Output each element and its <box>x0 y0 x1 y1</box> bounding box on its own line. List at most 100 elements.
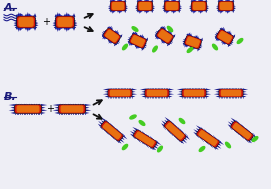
Polygon shape <box>204 97 205 98</box>
Polygon shape <box>179 91 182 93</box>
Polygon shape <box>130 97 131 98</box>
Polygon shape <box>178 128 179 129</box>
Polygon shape <box>144 44 147 46</box>
Polygon shape <box>233 4 235 6</box>
Polygon shape <box>143 133 144 134</box>
Polygon shape <box>132 43 134 45</box>
Polygon shape <box>9 104 15 106</box>
Polygon shape <box>105 130 106 131</box>
Polygon shape <box>217 9 219 11</box>
Polygon shape <box>187 97 188 98</box>
Polygon shape <box>232 122 252 140</box>
Polygon shape <box>155 143 159 146</box>
Polygon shape <box>169 32 172 35</box>
Polygon shape <box>11 112 15 114</box>
Polygon shape <box>201 97 202 98</box>
Polygon shape <box>215 96 219 97</box>
Polygon shape <box>32 15 34 17</box>
Polygon shape <box>67 13 70 17</box>
Polygon shape <box>101 121 122 141</box>
Polygon shape <box>200 39 202 40</box>
Polygon shape <box>59 105 85 113</box>
Polygon shape <box>111 0 113 2</box>
Polygon shape <box>195 10 197 12</box>
Polygon shape <box>171 122 172 123</box>
Polygon shape <box>185 44 187 48</box>
Polygon shape <box>166 3 178 9</box>
Polygon shape <box>206 8 209 10</box>
Polygon shape <box>253 135 254 136</box>
Polygon shape <box>183 97 184 98</box>
Polygon shape <box>53 109 59 111</box>
Polygon shape <box>218 0 220 2</box>
Polygon shape <box>119 0 121 1</box>
Polygon shape <box>171 39 173 40</box>
Polygon shape <box>187 88 188 89</box>
Polygon shape <box>193 35 196 38</box>
Polygon shape <box>24 113 25 115</box>
Polygon shape <box>179 140 180 141</box>
Polygon shape <box>172 10 175 14</box>
Polygon shape <box>35 113 36 114</box>
Polygon shape <box>206 91 209 93</box>
Polygon shape <box>240 97 241 98</box>
Polygon shape <box>219 0 220 1</box>
Polygon shape <box>115 31 116 33</box>
Polygon shape <box>238 122 239 124</box>
Polygon shape <box>174 135 175 136</box>
Polygon shape <box>15 20 17 22</box>
Polygon shape <box>168 30 171 34</box>
Polygon shape <box>173 34 175 37</box>
Polygon shape <box>234 97 235 98</box>
Polygon shape <box>226 31 228 34</box>
Polygon shape <box>140 36 141 37</box>
Polygon shape <box>118 0 121 2</box>
Polygon shape <box>160 38 161 39</box>
Polygon shape <box>143 47 145 49</box>
Polygon shape <box>141 141 143 143</box>
Polygon shape <box>213 137 214 138</box>
Polygon shape <box>141 47 143 49</box>
Polygon shape <box>69 113 70 114</box>
Polygon shape <box>57 13 60 16</box>
Polygon shape <box>30 113 31 114</box>
Polygon shape <box>35 26 37 29</box>
Polygon shape <box>63 104 64 105</box>
Polygon shape <box>119 35 120 36</box>
Polygon shape <box>227 11 229 13</box>
Polygon shape <box>111 42 113 43</box>
Polygon shape <box>229 10 231 11</box>
Polygon shape <box>236 97 237 98</box>
Polygon shape <box>29 14 32 16</box>
Polygon shape <box>118 34 120 36</box>
Polygon shape <box>108 123 109 124</box>
Polygon shape <box>201 128 202 129</box>
Polygon shape <box>84 113 85 114</box>
Polygon shape <box>199 44 202 46</box>
Polygon shape <box>134 32 136 35</box>
Polygon shape <box>242 126 243 127</box>
Polygon shape <box>248 140 249 141</box>
Polygon shape <box>204 140 205 141</box>
Polygon shape <box>172 37 173 39</box>
Polygon shape <box>252 137 258 141</box>
Polygon shape <box>143 46 146 48</box>
Polygon shape <box>147 145 148 146</box>
Polygon shape <box>220 3 232 9</box>
Polygon shape <box>109 26 112 29</box>
Polygon shape <box>105 130 106 131</box>
Polygon shape <box>158 97 159 98</box>
Polygon shape <box>138 129 139 131</box>
Polygon shape <box>190 35 192 36</box>
Polygon shape <box>115 10 118 11</box>
Polygon shape <box>225 142 230 148</box>
Polygon shape <box>250 138 255 143</box>
Polygon shape <box>137 46 139 48</box>
Polygon shape <box>230 42 233 45</box>
Polygon shape <box>220 88 221 89</box>
Polygon shape <box>123 10 125 11</box>
Polygon shape <box>111 0 112 1</box>
Polygon shape <box>167 43 169 44</box>
Polygon shape <box>238 97 239 98</box>
Polygon shape <box>136 35 138 36</box>
